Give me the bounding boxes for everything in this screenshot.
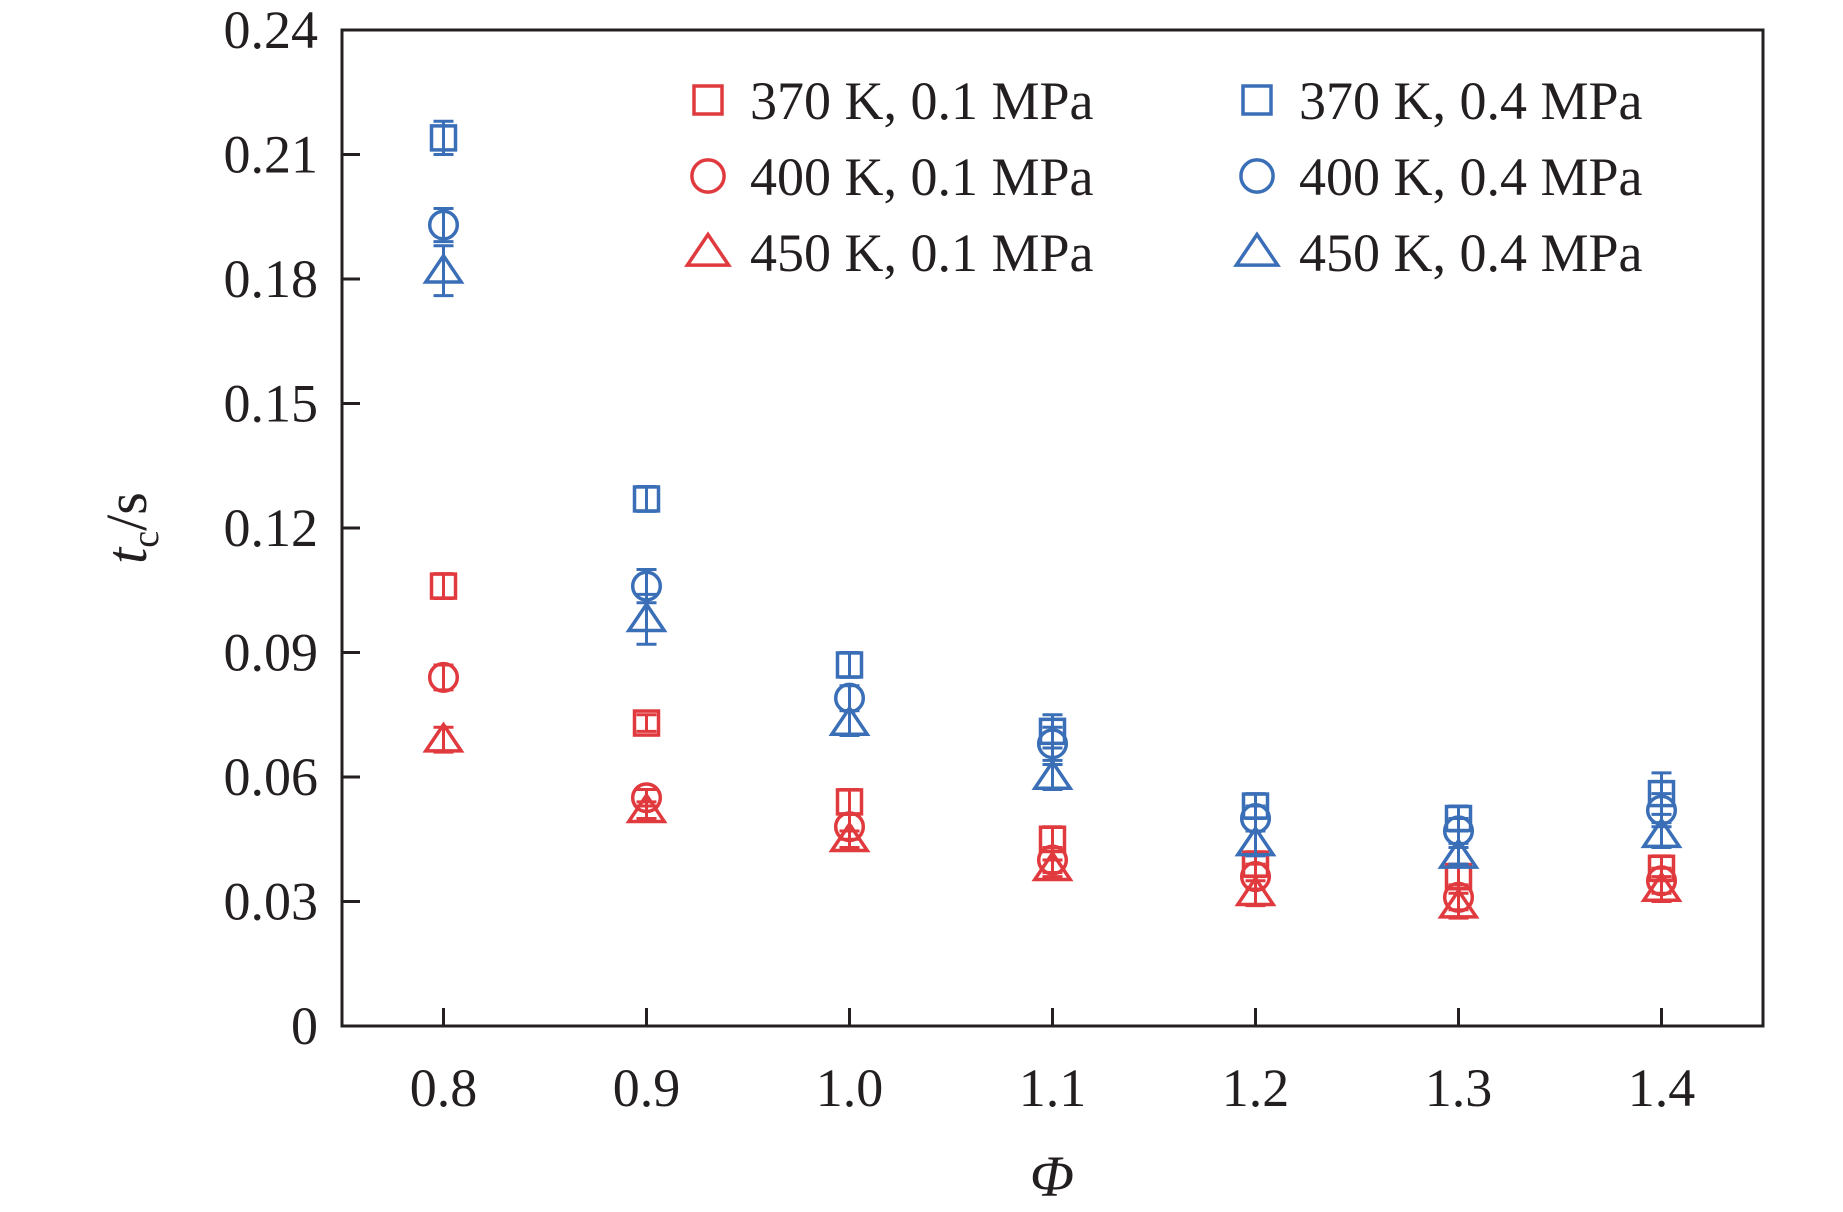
data-point [422,721,465,753]
legend-label: 370 K, 0.4 MPa [1299,71,1643,131]
data-point [427,209,460,241]
y-tick-label: 0.03 [224,872,319,932]
x-axis-label: Φ [1030,1144,1074,1207]
data-point [1437,887,1480,919]
legend-label: 400 K, 0.1 MPa [750,147,1094,207]
y-tick-label: 0.06 [224,747,319,807]
y-tick-label: 0 [291,996,318,1056]
data-point [427,661,460,693]
legend-label: 370 K, 0.1 MPa [750,71,1094,131]
legend-marker [1239,158,1275,194]
data-point [1031,758,1074,790]
x-tick-label: 1.0 [816,1058,884,1118]
series-layer [422,119,1683,920]
legend-marker [690,158,726,194]
data-point [1437,837,1480,869]
x-tick-label: 1.2 [1222,1058,1290,1118]
data-point [632,485,661,513]
y-tick-label: 0.18 [224,249,319,309]
y-axis-label: tc/s [94,492,167,564]
y-tick-label: 0.24 [224,0,319,60]
legend: 370 K, 0.1 MPa 400 K, 0.1 MPa 450 K, 0.1 M… [684,71,1643,283]
data-point [1640,816,1683,849]
data-point [625,792,668,824]
y-tick-label: 0.12 [224,498,319,558]
data-point [429,572,458,600]
legend-label: 450 K, 0.1 MPa [750,223,1094,283]
legend-item-4: 370 K, 0.4 MPa [1241,71,1643,131]
data-point [828,821,871,853]
y-tick-label: 0.09 [224,623,319,683]
legend-item-5: 400 K, 0.4 MPa [1239,147,1643,207]
y-axis-label-main: t [94,546,159,564]
y-axis-label-sub: c [125,531,167,548]
x-tick-label: 0.9 [613,1058,681,1118]
legend-marker [1241,84,1273,116]
data-point [835,651,864,679]
series-3 [422,721,1683,920]
legend-item-6: 450 K, 0.4 MPa [1233,223,1643,283]
data-point [422,252,465,284]
data-point [632,709,661,737]
data-point [1640,870,1683,903]
data-point [1036,728,1069,760]
legend-label: 450 K, 0.4 MPa [1299,223,1643,283]
series-5 [427,206,1678,847]
x-tick-label: 1.3 [1425,1058,1493,1118]
data-point [625,601,668,633]
legend-item-2: 400 K, 0.1 MPa [690,147,1094,207]
legend-marker [1233,231,1281,267]
legend-marker [684,231,732,267]
y-tick-label: 0.21 [224,125,319,185]
legend-label: 400 K, 0.4 MPa [1299,147,1643,207]
axes-layer: 0 0.03 0.06 0.09 0.12 0.15 0.18 0.21 0.24 0.8 0.9 1… [224,0,1696,1118]
data-point [429,124,458,152]
x-tick-label: 0.8 [410,1058,478,1118]
data-point [1234,875,1277,907]
series-4 [429,119,1676,833]
data-point [1234,825,1277,857]
data-point [1442,815,1475,847]
legend-item-3: 450 K, 0.1 MPa [684,223,1094,283]
legend-marker [692,84,724,116]
x-tick-label: 1.1 [1019,1058,1087,1118]
series-6 [422,244,1683,869]
legend-item-1: 370 K, 0.1 MPa [692,71,1094,131]
x-tick-label: 1.4 [1628,1058,1696,1118]
data-point [1031,850,1074,882]
y-axis-label-unit: /s [94,492,159,531]
data-point [828,704,871,737]
y-tick-label: 0.15 [224,374,319,434]
